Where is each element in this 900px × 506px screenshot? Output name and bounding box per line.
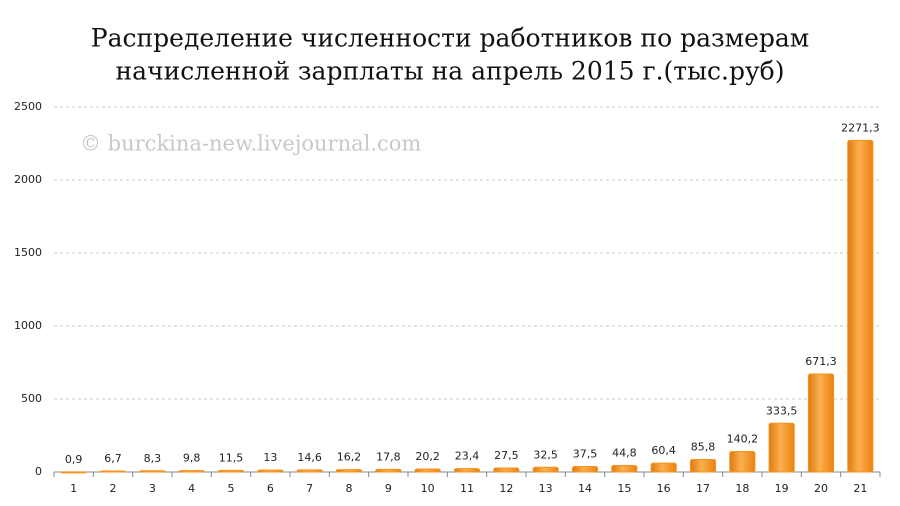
x-tick-label: 18 [735,482,749,495]
bar [650,462,677,473]
value-label: 0,9 [65,453,83,466]
value-label: 2271,3 [841,121,880,134]
bar [217,469,245,473]
bar [296,469,323,473]
value-label: 671,3 [805,355,837,368]
value-label: 23,4 [455,450,480,463]
bar [178,470,205,473]
bar [847,139,874,473]
bar [453,468,481,473]
bar [375,468,402,473]
value-label: 60,4 [651,444,676,457]
y-tick-label: 1500 [14,246,42,259]
x-tick-label: 3 [149,482,156,495]
bar [689,458,717,473]
chart-title: Распределение численности работников по … [91,24,809,53]
x-tick-label: 14 [578,482,592,495]
value-label: 37,5 [573,448,598,461]
value-label: 13 [263,451,277,464]
value-label: 85,8 [691,440,716,453]
value-label: 8,3 [144,452,162,465]
bar [532,466,559,473]
value-label: 140,2 [727,433,759,446]
x-tick-label: 20 [814,482,828,495]
watermark: © burckina-new.livejournal.com [80,132,421,156]
x-tick-label: 17 [696,482,710,495]
value-label: 27,5 [494,449,519,462]
chart-title: начисленной зарплаты на апрель 2015 г.(т… [116,57,785,86]
x-tick-label: 10 [421,482,435,495]
bar [493,467,520,473]
x-tick-label: 13 [539,482,553,495]
y-tick-label: 0 [35,465,42,478]
y-tick-label: 2500 [14,100,42,113]
bar [99,470,127,473]
bar [335,469,363,473]
x-tick-label: 9 [385,482,392,495]
x-tick-label: 16 [657,482,671,495]
x-tick-label: 21 [853,482,867,495]
x-tick-label: 15 [617,482,631,495]
x-tick-label: 19 [775,482,789,495]
value-label: 6,7 [104,452,122,465]
value-label: 44,8 [612,446,637,459]
x-tick-label: 4 [188,482,195,495]
y-tick-label: 1000 [14,319,42,332]
x-tick-label: 2 [110,482,117,495]
value-label: 14,6 [297,451,322,464]
bar [257,469,284,473]
value-label: 32,5 [533,448,558,461]
x-tick-label: 12 [499,482,513,495]
bar [768,422,795,473]
bar [60,471,87,474]
bar [807,373,835,473]
x-tick-label: 5 [228,482,235,495]
bar [414,468,441,473]
value-label: 16,2 [337,451,362,464]
value-label: 20,2 [415,450,440,463]
value-label: 17,8 [376,450,401,463]
x-tick-label: 11 [460,482,474,495]
bar [729,451,756,473]
value-label: 9,8 [183,452,201,465]
y-tick-label: 2000 [14,173,42,186]
value-label: 11,5 [219,451,244,464]
x-tick-label: 8 [346,482,353,495]
x-tick-label: 6 [267,482,274,495]
x-tick-label: 7 [306,482,313,495]
bar [139,470,166,473]
bar [571,466,599,473]
y-tick-label: 500 [21,392,42,405]
x-tick-label: 1 [70,482,77,495]
value-label: 333,5 [766,404,798,417]
bar [611,464,638,473]
